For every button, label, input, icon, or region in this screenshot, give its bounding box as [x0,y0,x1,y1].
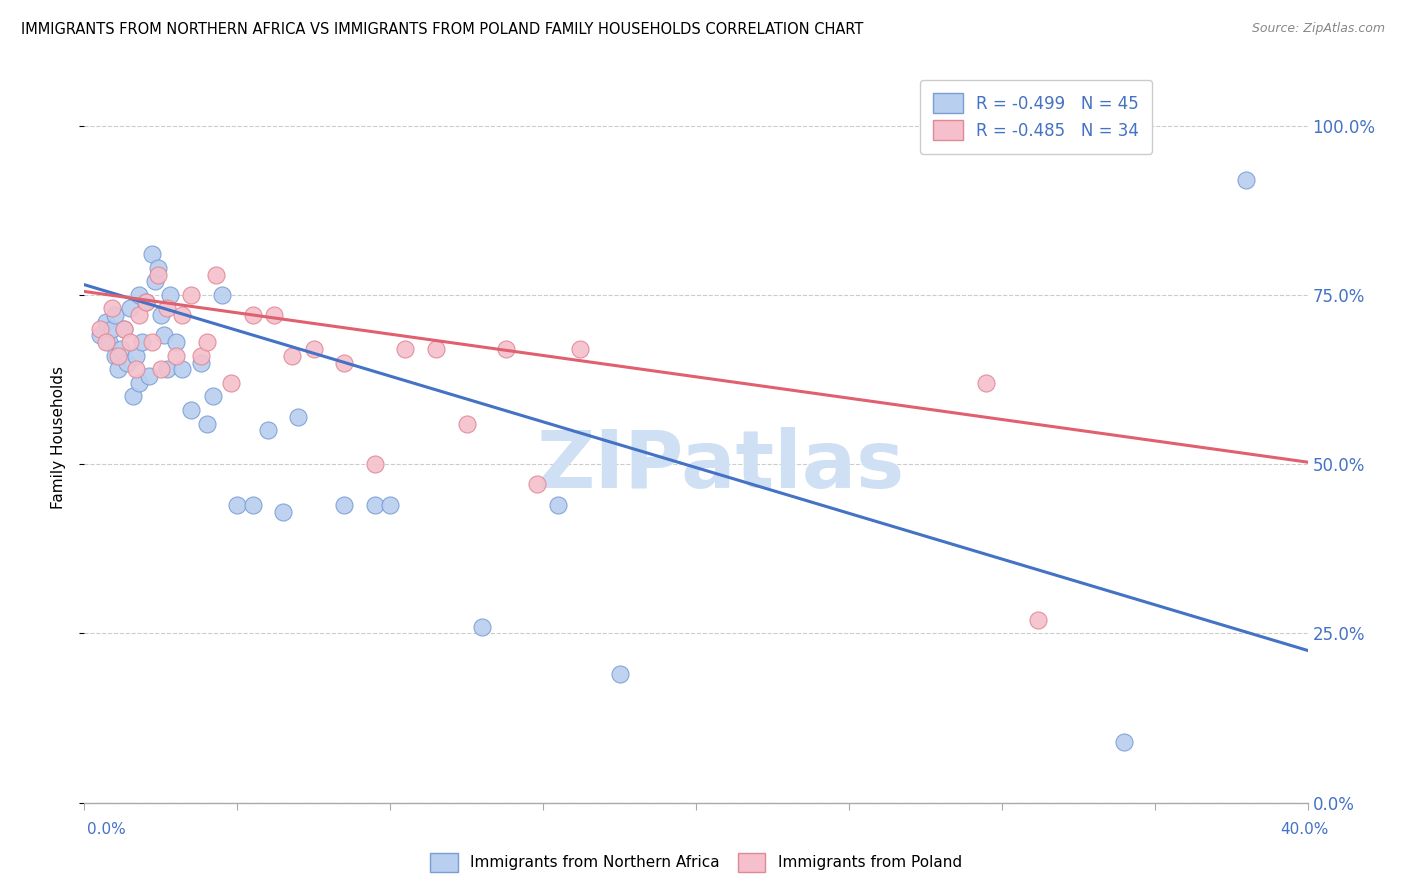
Point [271,505,294,519]
Point [112,322,135,336]
Point [242,308,264,322]
Point [101,301,124,316]
Point [125,349,148,363]
Text: 40.0%: 40.0% [1281,822,1329,837]
Point [211,288,233,302]
Point [1236,172,1258,186]
Point [128,376,150,390]
Point [141,247,163,261]
Text: Source: ZipAtlas.com: Source: ZipAtlas.com [1251,22,1385,36]
Point [526,477,548,491]
Point [146,268,169,282]
Point [425,342,447,356]
Point [143,274,166,288]
Point [125,362,148,376]
Point [135,294,157,309]
Point [112,322,135,336]
Point [205,268,228,282]
Point [141,335,163,350]
Point [364,457,387,471]
Point [94,315,117,329]
Point [159,288,181,302]
Point [94,335,117,350]
Point [456,417,478,431]
Point [149,362,172,376]
Point [89,322,111,336]
Point [287,409,309,424]
Legend: Immigrants from Northern Africa, Immigrants from Poland: Immigrants from Northern Africa, Immigra… [423,846,969,880]
Point [180,403,202,417]
Point [135,294,157,309]
Point [153,328,176,343]
Point [149,308,172,322]
Point [156,301,179,316]
Point [226,498,249,512]
Point [104,349,127,363]
Point [110,342,132,356]
Point [568,342,591,356]
Point [302,342,325,356]
Y-axis label: Family Households: Family Households [51,366,66,508]
Point [128,308,150,322]
Point [180,288,202,302]
Point [219,376,242,390]
Point [190,349,212,363]
Point [1114,735,1136,749]
Text: IMMIGRANTS FROM NORTHERN AFRICA VS IMMIGRANTS FROM POLAND FAMILY HOUSEHOLDS CORR: IMMIGRANTS FROM NORTHERN AFRICA VS IMMIG… [21,22,863,37]
Point [131,335,153,350]
Point [165,349,187,363]
Point [122,389,145,403]
Point [394,342,416,356]
Point [172,362,194,376]
Point [146,260,169,275]
Point [263,308,285,322]
Point [172,308,194,322]
Point [104,308,127,322]
Point [547,498,569,512]
Point [257,423,280,437]
Point [156,362,179,376]
Point [165,335,187,350]
Point [138,369,160,384]
Point [101,322,124,336]
Point [976,376,998,390]
Point [281,349,304,363]
Point [609,667,631,681]
Point [190,355,212,369]
Point [380,498,402,512]
Point [495,342,517,356]
Point [120,335,142,350]
Point [97,335,120,350]
Text: ZIPatlas: ZIPatlas [536,427,904,506]
Point [89,328,111,343]
Point [195,335,218,350]
Point [242,498,264,512]
Point [333,355,356,369]
Text: 0.0%: 0.0% [87,822,127,837]
Point [364,498,387,512]
Point [333,498,356,512]
Point [120,301,142,316]
Point [107,349,129,363]
Point [195,417,218,431]
Point [107,362,129,376]
Point [1028,613,1050,627]
Point [115,355,138,369]
Point [201,389,224,403]
Point [471,620,494,634]
Point [128,288,150,302]
